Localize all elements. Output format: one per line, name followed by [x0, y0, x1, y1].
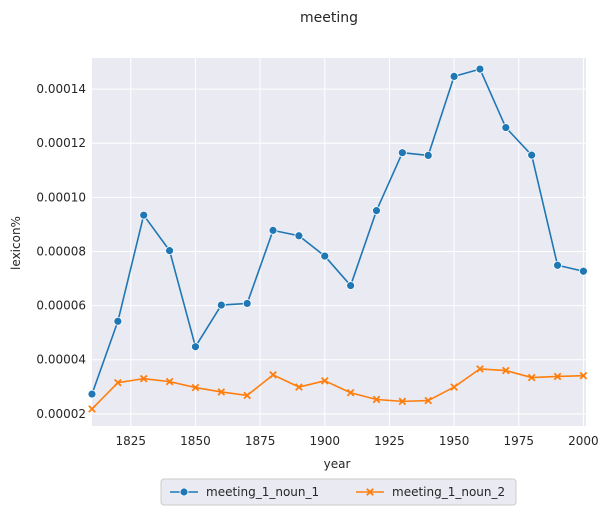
- data-point: [165, 377, 174, 386]
- y-axis-label: lexicon%: [9, 216, 23, 270]
- data-point: [269, 371, 277, 379]
- data-point: [475, 64, 485, 74]
- data-point: [423, 151, 433, 160]
- data-point: [139, 210, 149, 220]
- legend-label: meeting_1_noun_2: [392, 485, 505, 499]
- data-point: [527, 150, 537, 160]
- x-axis: 1825 1850 1875 1900 1925 1950 1975 2000: [116, 434, 599, 448]
- x-tick-label: 2000: [568, 434, 599, 448]
- data-point: [242, 299, 252, 308]
- plot-area: [92, 58, 586, 426]
- series-meeting_1_noun_1: [87, 64, 588, 399]
- legend-item: meeting_1_noun_2: [356, 485, 505, 499]
- data-point: [165, 246, 174, 256]
- data-point: [450, 383, 458, 391]
- x-tick-label: 1900: [310, 434, 341, 448]
- data-point: [372, 395, 381, 404]
- y-tick-label: 0.00012: [36, 136, 86, 150]
- data-point: [553, 260, 562, 270]
- legend: meeting_1_noun_1 meeting_1_noun_2: [160, 478, 517, 506]
- data-point: [476, 365, 484, 373]
- data-point: [139, 374, 148, 383]
- data-point: [295, 383, 303, 391]
- legend-marker: [366, 488, 374, 496]
- data-point: [268, 225, 278, 235]
- data-point: [397, 148, 407, 158]
- series-line: [91, 68, 584, 395]
- data-point: [398, 397, 407, 406]
- data-point: [217, 388, 226, 396]
- data-point: [553, 372, 562, 381]
- data-point: [294, 231, 304, 241]
- x-tick-label: 1875: [245, 434, 276, 448]
- legend-marker: [179, 487, 189, 497]
- x-tick-label: 1950: [439, 434, 470, 448]
- y-axis: 0.00002 0.00004 0.00006 0.00008 0.00010 0.000…: [36, 82, 86, 421]
- data-point: [191, 383, 200, 392]
- series-meeting_1_noun_2: [88, 365, 588, 413]
- legend-label: meeting_1_noun_1: [206, 485, 319, 499]
- data-point: [501, 123, 511, 132]
- data-point: [501, 366, 510, 375]
- data-point: [424, 396, 433, 405]
- data-point: [216, 300, 226, 310]
- data-point: [579, 371, 588, 380]
- chart-title: meeting: [300, 10, 358, 26]
- x-axis-label: year: [324, 457, 351, 471]
- y-tick-label: 0.00014: [36, 82, 86, 96]
- data-point: [320, 376, 329, 385]
- legend-frame: [160, 478, 517, 506]
- x-tick-label: 1825: [116, 434, 147, 448]
- y-tick-label: 0.00010: [36, 190, 86, 204]
- data-point: [346, 388, 355, 397]
- data-point: [346, 281, 356, 290]
- data-point: [579, 266, 588, 276]
- data-point: [449, 72, 459, 81]
- data-point: [243, 391, 252, 400]
- series-layer: [87, 64, 588, 413]
- y-tick-label: 0.00006: [36, 299, 86, 313]
- x-tick-label: 1975: [503, 434, 534, 448]
- data-point: [88, 405, 96, 413]
- data-point: [113, 316, 123, 326]
- data-point: [320, 251, 330, 261]
- legend-item: meeting_1_noun_1: [170, 485, 319, 499]
- data-point: [372, 206, 381, 216]
- data-point: [527, 373, 536, 382]
- data-point: [87, 389, 97, 399]
- x-tick-label: 1850: [180, 434, 211, 448]
- y-tick-label: 0.00008: [36, 244, 86, 258]
- data-point: [191, 342, 200, 352]
- y-tick-label: 0.00002: [36, 407, 86, 421]
- y-tick-label: 0.00004: [36, 353, 86, 367]
- data-point: [114, 378, 122, 387]
- series-line: [91, 368, 584, 410]
- grid-lines: [92, 58, 586, 426]
- x-tick-label: 1925: [374, 434, 405, 448]
